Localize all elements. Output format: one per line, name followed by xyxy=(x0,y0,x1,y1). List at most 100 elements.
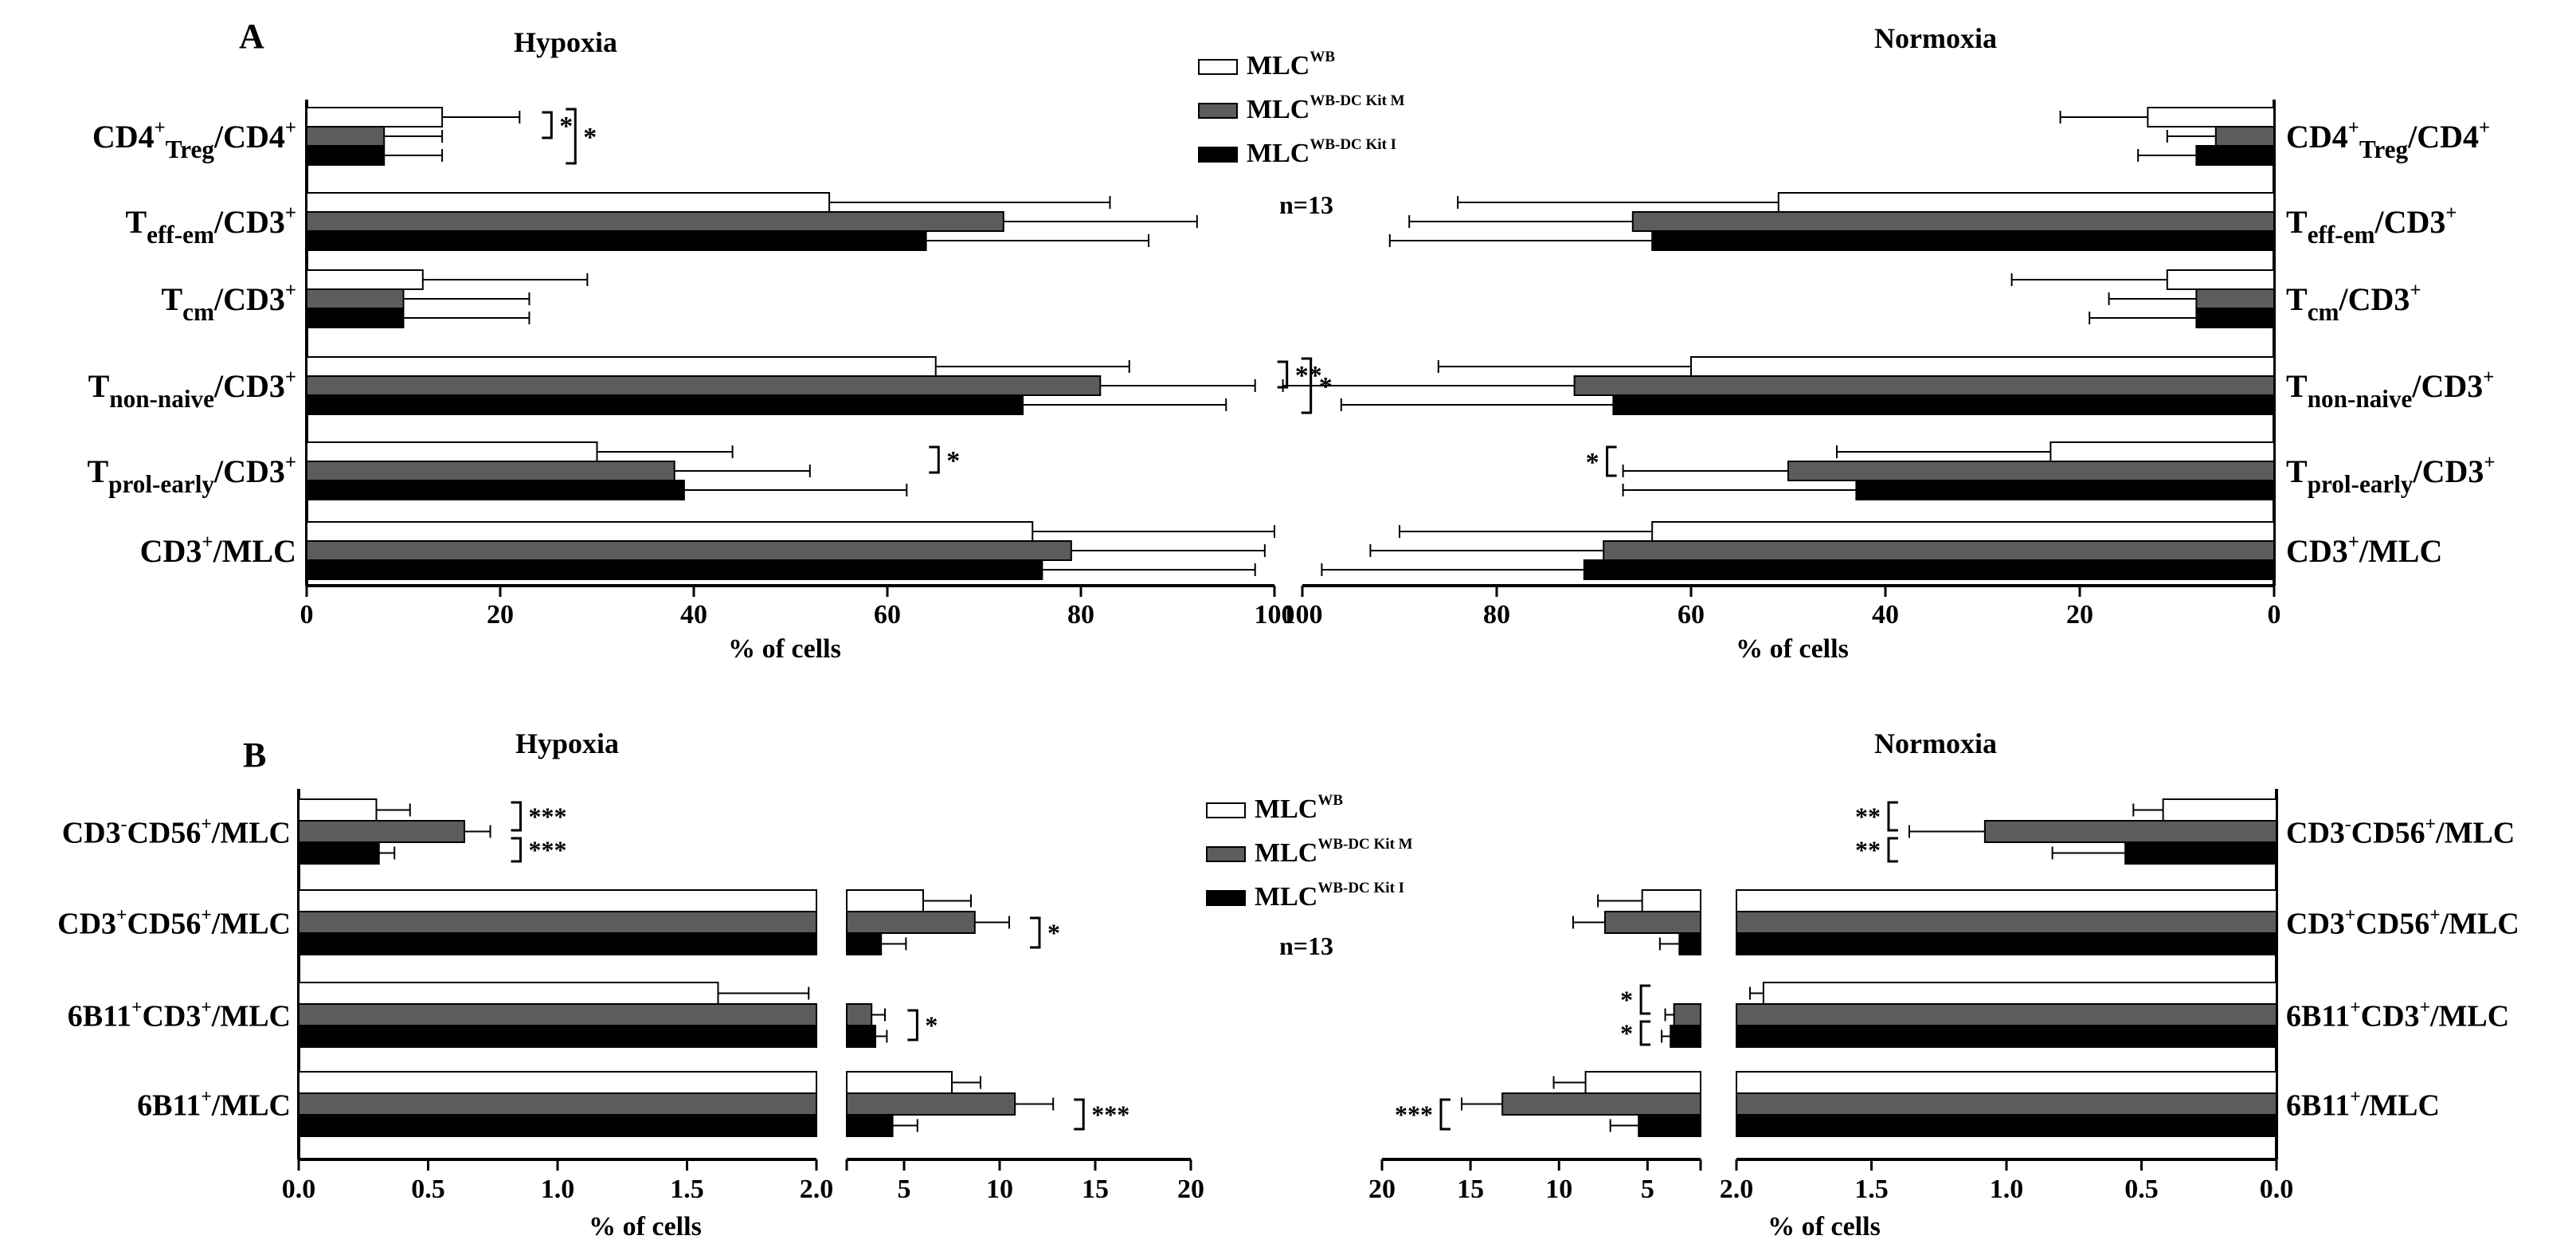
normoxia-b-x-tick-label: 0.5 xyxy=(2124,1175,2159,1204)
hypoxia-b-bar xyxy=(298,911,817,934)
normoxia-b-bar xyxy=(1983,820,2277,843)
hypoxia-b-category-label: CD3-CD56+/MLC xyxy=(62,814,291,850)
hypoxia-b-bar-ext xyxy=(846,1092,1016,1116)
normoxia-b-bar-ext xyxy=(1678,932,1701,955)
normoxia-sig-stars: * xyxy=(1586,448,1599,477)
hypoxia-b-x-tick-label: 5 xyxy=(898,1175,911,1204)
hypoxia-b-bar xyxy=(298,932,817,955)
hypoxia-bar xyxy=(306,192,831,213)
panel-b-legend-label-1: MLCWB-DC Kit M xyxy=(1255,836,1413,868)
normoxia-b-bar xyxy=(1736,911,2277,934)
hypoxia-b-bar xyxy=(298,1092,817,1116)
normoxia-b-sig-bracket xyxy=(1439,1098,1450,1131)
normoxia-x-tick-label: 60 xyxy=(1678,600,1705,630)
normoxia-bar xyxy=(1573,375,2275,396)
normoxia-category-label: Teff-em/CD3+ xyxy=(2286,202,2457,249)
normoxia-b-x-tick-label: 5 xyxy=(1641,1175,1654,1204)
hypoxia-sig-stars: * xyxy=(1319,372,1333,402)
normoxia-bar xyxy=(2195,308,2275,328)
hypoxia-x-tick-label: 20 xyxy=(487,600,514,630)
hypoxia-b-x-tick-label: 2.0 xyxy=(800,1175,834,1204)
hypoxia-b-bar-ext xyxy=(846,911,976,934)
hypoxia-sig-bracket xyxy=(929,445,940,474)
hypoxia-sig-stars: ** xyxy=(1295,361,1322,390)
normoxia-b-sig-stars: *** xyxy=(1395,1100,1433,1129)
hypoxia-b-x-tick-label: 20 xyxy=(1177,1175,1204,1204)
normoxia-category-label: CD4+Treg/CD4+ xyxy=(2286,117,2490,163)
panel-a-legend-swatch-2 xyxy=(1198,147,1238,163)
normoxia-x-tick-label: 40 xyxy=(1872,600,1899,630)
normoxia-b-title: Normoxia xyxy=(1874,728,1997,759)
hypoxia-sig-bracket xyxy=(542,111,553,139)
hypoxia-b-x-tick-label: 0.5 xyxy=(411,1175,445,1204)
normoxia-b-sig-bracket xyxy=(1887,837,1898,863)
panel-a-legend-label-0: MLCWB xyxy=(1247,49,1335,80)
hypoxia-category-label: Teff-em/CD3+ xyxy=(125,202,296,249)
normoxia-bar xyxy=(2195,145,2275,166)
hypoxia-b-bar xyxy=(298,1114,817,1137)
normoxia-b-bar-ext xyxy=(1638,1114,1701,1137)
panel-a-legend-swatch-1 xyxy=(1198,103,1238,119)
hypoxia-bar xyxy=(306,230,927,251)
normoxia-bar xyxy=(2214,126,2276,147)
hypoxia-b-bar xyxy=(298,798,378,822)
hypoxia-b-bar xyxy=(298,889,817,912)
normoxia-b-category-label: CD3-CD56+/MLC xyxy=(2286,814,2515,850)
normoxia-category-label: Tnon-naive/CD3+ xyxy=(2286,367,2494,413)
normoxia-x-axis-title: % of cells xyxy=(1736,634,1849,664)
normoxia-bar xyxy=(1787,461,2275,481)
hypoxia-b-sig-stars: * xyxy=(925,1011,938,1040)
normoxia-sig-bracket xyxy=(1606,445,1617,477)
hypoxia-b-bar-ext xyxy=(846,1071,953,1094)
normoxia-bar xyxy=(1631,211,2276,232)
normoxia-b-category-label: 6B11+/MLC xyxy=(2286,1087,2440,1123)
hypoxia-b-x-tick-label: 15 xyxy=(1082,1175,1109,1204)
normoxia-bar xyxy=(1583,559,2276,580)
hypoxia-b-x-tick-label: 10 xyxy=(986,1175,1013,1204)
normoxia-bar xyxy=(2195,288,2275,309)
hypoxia-b-sig-stars: *** xyxy=(529,802,567,831)
normoxia-bar xyxy=(1690,356,2275,377)
hypoxia-b-bar xyxy=(298,1025,817,1048)
hypoxia-b-x-tick-label: 1.5 xyxy=(670,1175,704,1204)
panel-b-legend-label-0: MLCWB xyxy=(1255,792,1343,824)
normoxia-b-category-label: CD3+CD56+/MLC xyxy=(2286,905,2519,941)
hypoxia-b-bar-ext xyxy=(846,889,924,912)
normoxia-b-x-tick-label: 1.0 xyxy=(1990,1175,2024,1204)
hypoxia-sig-stars: * xyxy=(946,446,960,476)
normoxia-b-x-tick-label: 2.0 xyxy=(1720,1175,1754,1204)
normoxia-b-bar xyxy=(1762,982,2277,1005)
panel-b-legend-label-2: MLCWB-DC Kit I xyxy=(1255,880,1404,912)
panel-b-legend-swatch-2 xyxy=(1206,890,1246,906)
hypoxia-b-bar xyxy=(298,820,465,843)
normoxia-b-x-axis-title: % of cells xyxy=(1768,1212,1881,1241)
normoxia-b-x-tick-label: 20 xyxy=(1368,1175,1396,1204)
hypoxia-b-x-tick-label: 1.0 xyxy=(541,1175,575,1204)
hypoxia-sig-stars: * xyxy=(583,123,597,152)
hypoxia-x-tick-label: 100 xyxy=(1255,600,1295,630)
normoxia-x-tick-label: 100 xyxy=(1282,600,1323,630)
normoxia-x-tick-label: 80 xyxy=(1483,600,1510,630)
hypoxia-b-bar-ext xyxy=(846,1114,894,1137)
hypoxia-bar xyxy=(306,211,1004,232)
normoxia-b-sig-bracket xyxy=(1887,801,1898,832)
hypoxia-x-tick-label: 60 xyxy=(874,600,901,630)
hypoxia-sig-stars: * xyxy=(559,112,573,141)
panel-a-n-label: n=13 xyxy=(1279,190,1333,219)
hypoxia-bar xyxy=(306,145,386,166)
normoxia-bar xyxy=(1777,192,2276,213)
normoxia-b-bar xyxy=(1736,1025,2277,1048)
normoxia-b-bar xyxy=(1736,1003,2277,1026)
panel-a-legend-label-2: MLCWB-DC Kit I xyxy=(1247,136,1396,168)
hypoxia-b-title: Hypoxia xyxy=(515,728,619,759)
hypoxia-bar xyxy=(306,540,1072,561)
normoxia-b-bar xyxy=(2162,798,2278,822)
hypoxia-bar xyxy=(306,461,675,481)
hypoxia-bar xyxy=(306,559,1043,580)
hypoxia-bar xyxy=(306,126,386,147)
hypoxia-b-bar xyxy=(298,1003,817,1026)
hypoxia-b-sig-stars: *** xyxy=(529,836,567,865)
hypoxia-category-label: CD3+/MLC xyxy=(140,531,296,569)
normoxia-b-sig-stars: ** xyxy=(1855,836,1881,865)
